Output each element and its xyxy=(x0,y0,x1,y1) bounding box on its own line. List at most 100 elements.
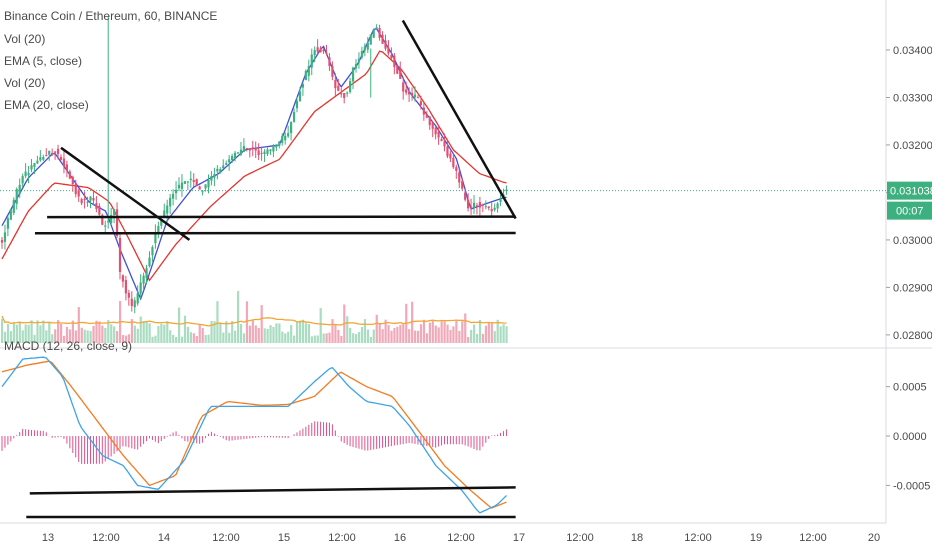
candle-body xyxy=(68,171,71,179)
candle-body xyxy=(349,81,352,92)
volume-bar xyxy=(27,324,30,343)
volume-bar xyxy=(21,330,24,343)
volume-bar xyxy=(110,324,113,343)
candle-body xyxy=(254,147,257,151)
volume-bar xyxy=(290,325,293,343)
volume-bar xyxy=(89,331,92,343)
candle-body xyxy=(337,85,340,91)
candle-body xyxy=(322,49,325,52)
candle-body xyxy=(360,51,363,58)
volume-bar xyxy=(381,329,384,343)
volume-bar xyxy=(484,325,487,343)
volume-bar xyxy=(231,321,234,343)
candle-body xyxy=(80,199,83,204)
volume-bar xyxy=(437,327,440,343)
candle-body xyxy=(113,209,116,215)
candle-body xyxy=(378,27,381,38)
candle-body xyxy=(372,29,375,38)
candle-body xyxy=(446,146,449,157)
volume-bar xyxy=(95,320,98,343)
candle-body xyxy=(354,63,358,69)
price-trendline xyxy=(60,146,191,241)
candle-body xyxy=(452,157,455,168)
candle-body xyxy=(24,171,27,177)
candle-body xyxy=(313,50,316,56)
volume-bar xyxy=(127,334,131,343)
candle-body xyxy=(319,48,322,53)
candle-body xyxy=(177,184,181,189)
candle-body xyxy=(101,214,104,225)
time-tick-label: 19 xyxy=(750,532,762,544)
candle-body xyxy=(127,292,130,298)
volume-bar xyxy=(24,324,27,343)
volume-bar xyxy=(222,332,225,343)
volume-bar xyxy=(378,323,381,343)
volume-bar xyxy=(352,333,355,343)
candle-body xyxy=(304,70,307,80)
volume-bar xyxy=(298,320,302,343)
volume-bar xyxy=(68,329,72,343)
candle-body xyxy=(481,204,484,206)
candle-body xyxy=(393,55,396,68)
volume-bar xyxy=(107,320,110,343)
volume-bar xyxy=(366,329,369,343)
candle-body xyxy=(92,197,95,201)
volume-bar xyxy=(402,323,405,343)
candle-body xyxy=(169,197,172,207)
volume-bar xyxy=(340,335,343,343)
volume-bar xyxy=(92,325,95,343)
volume-bar xyxy=(505,326,508,343)
volume-bar xyxy=(428,322,431,343)
candle-body xyxy=(390,55,393,58)
candle-body xyxy=(284,135,287,141)
candle-body xyxy=(59,156,63,160)
volume-bar xyxy=(355,333,358,343)
candle-body xyxy=(484,206,487,208)
volume-bar xyxy=(83,329,86,343)
candle-body xyxy=(0,239,4,243)
candle-body xyxy=(269,149,272,152)
time-tick-label: 12:00 xyxy=(212,532,240,544)
volume-bar xyxy=(183,315,187,343)
volume-bar xyxy=(310,336,313,343)
volume-bar xyxy=(169,330,172,343)
candle-body xyxy=(157,226,160,234)
volume-bar xyxy=(254,325,257,343)
volume-bar xyxy=(154,335,157,343)
candle-body xyxy=(36,160,39,164)
candle-body xyxy=(496,203,499,209)
candle-body xyxy=(437,131,440,138)
volume-bar xyxy=(334,324,337,343)
countdown-badge xyxy=(887,201,932,220)
time-tick-label: 15 xyxy=(278,532,290,544)
candle-body xyxy=(77,190,80,197)
macd-tick-label: -0.0005 xyxy=(893,480,930,492)
volume-bar xyxy=(266,328,269,343)
volume-bar xyxy=(77,307,80,343)
candle-body xyxy=(381,34,384,44)
candle-body xyxy=(213,174,216,178)
volume-bar xyxy=(80,327,83,343)
volume-bar xyxy=(425,333,428,343)
volume-bar xyxy=(145,321,148,343)
candle-body xyxy=(45,155,48,157)
candle-body xyxy=(33,162,36,167)
time-tick-label: 12:00 xyxy=(684,532,712,544)
volume-bar xyxy=(104,327,107,343)
candle-body xyxy=(39,157,42,161)
candle-body xyxy=(86,201,89,203)
price-trendline xyxy=(401,19,517,220)
volume-bar xyxy=(163,324,166,343)
volume-bar xyxy=(175,336,178,343)
volume-bar xyxy=(419,324,423,343)
candle-body xyxy=(166,205,169,214)
volume-bar xyxy=(337,329,340,343)
candle-body xyxy=(142,275,145,284)
candle-body xyxy=(207,179,210,188)
volume-bar xyxy=(39,325,42,343)
volume-bar xyxy=(357,332,361,343)
volume-bar xyxy=(204,335,207,343)
volume-bar xyxy=(36,320,39,343)
